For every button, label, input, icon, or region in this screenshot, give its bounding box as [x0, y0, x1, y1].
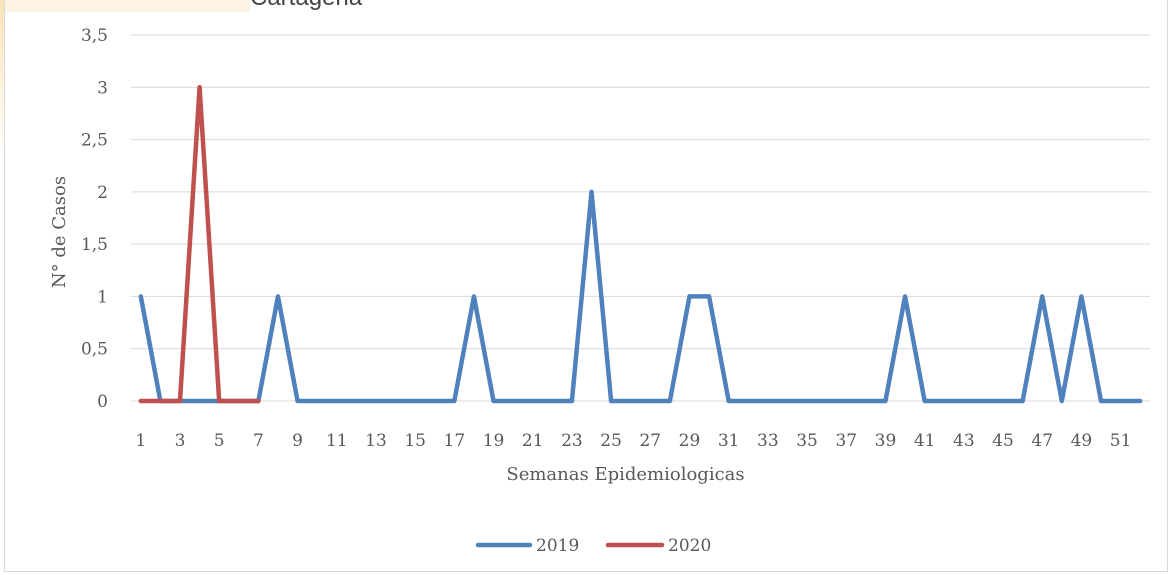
y-tick-label: 2: [97, 183, 108, 203]
legend-label-2019: 2019: [536, 536, 579, 556]
gridlines: [131, 34, 1150, 402]
y-tick-label: 0: [97, 392, 108, 412]
x-axis-tick-labels: 1 3 5 7 9 11 13 15 17 19 21 23 25 27 29 31 33 35 37 39 41 43 4…: [135, 431, 1131, 451]
y-axis-tick-labels: 0 0,5 1 1,5 2 2,5 3 3,5: [81, 26, 108, 412]
series-line-2020: [138, 85, 261, 404]
cropped-header-strip: Cartagena: [0, 0, 1171, 12]
x-tick-label: 7: [253, 431, 264, 451]
x-tick-label: 5: [214, 431, 225, 451]
x-tick-label: 23: [561, 431, 583, 451]
x-tick-label: 35: [796, 431, 818, 451]
y-tick-label: 3: [97, 78, 108, 98]
x-tick-label: 11: [326, 431, 348, 451]
y-tick-label: 1: [97, 287, 108, 307]
x-tick-label: 45: [992, 431, 1014, 451]
x-tick-label: 3: [175, 431, 186, 451]
y-tick-label: 0,5: [81, 340, 108, 360]
x-tick-label: 25: [600, 431, 622, 451]
x-tick-label: 37: [835, 431, 857, 451]
chart-frame: [4, 0, 1168, 572]
x-tick-label: 51: [1110, 431, 1132, 451]
x-tick-label: 29: [679, 431, 701, 451]
x-axis-title: Semanas Epidemiologicas: [506, 464, 744, 485]
x-tick-label: 9: [292, 431, 303, 451]
y-tick-label: 1,5: [81, 235, 108, 255]
legend: 2019 2020: [475, 536, 711, 556]
x-tick-label: 49: [1071, 431, 1093, 451]
x-tick-label: 21: [522, 431, 544, 451]
legend-label-2020: 2020: [668, 536, 711, 556]
x-tick-label: 15: [404, 431, 426, 451]
x-tick-label: 1: [135, 431, 146, 451]
y-axis-title: N° de Casos: [49, 176, 70, 288]
x-tick-label: 27: [639, 431, 661, 451]
left-accent-bar: [0, 0, 4, 160]
x-tick-label: 13: [365, 431, 387, 451]
x-tick-label: 19: [483, 431, 505, 451]
series-line-2019: [138, 189, 1143, 404]
x-tick-label: 17: [444, 431, 466, 451]
y-tick-label: 2,5: [81, 131, 108, 151]
x-tick-label: 31: [718, 431, 740, 451]
x-tick-label: 39: [875, 431, 897, 451]
series-lines: [138, 85, 1143, 404]
x-tick-label: 43: [953, 431, 975, 451]
cropped-header-text: Cartagena: [250, 0, 362, 12]
x-tick-label: 41: [914, 431, 936, 451]
x-tick-label: 33: [757, 431, 779, 451]
y-tick-label: 3,5: [81, 26, 108, 46]
x-tick-label: 47: [1031, 431, 1053, 451]
